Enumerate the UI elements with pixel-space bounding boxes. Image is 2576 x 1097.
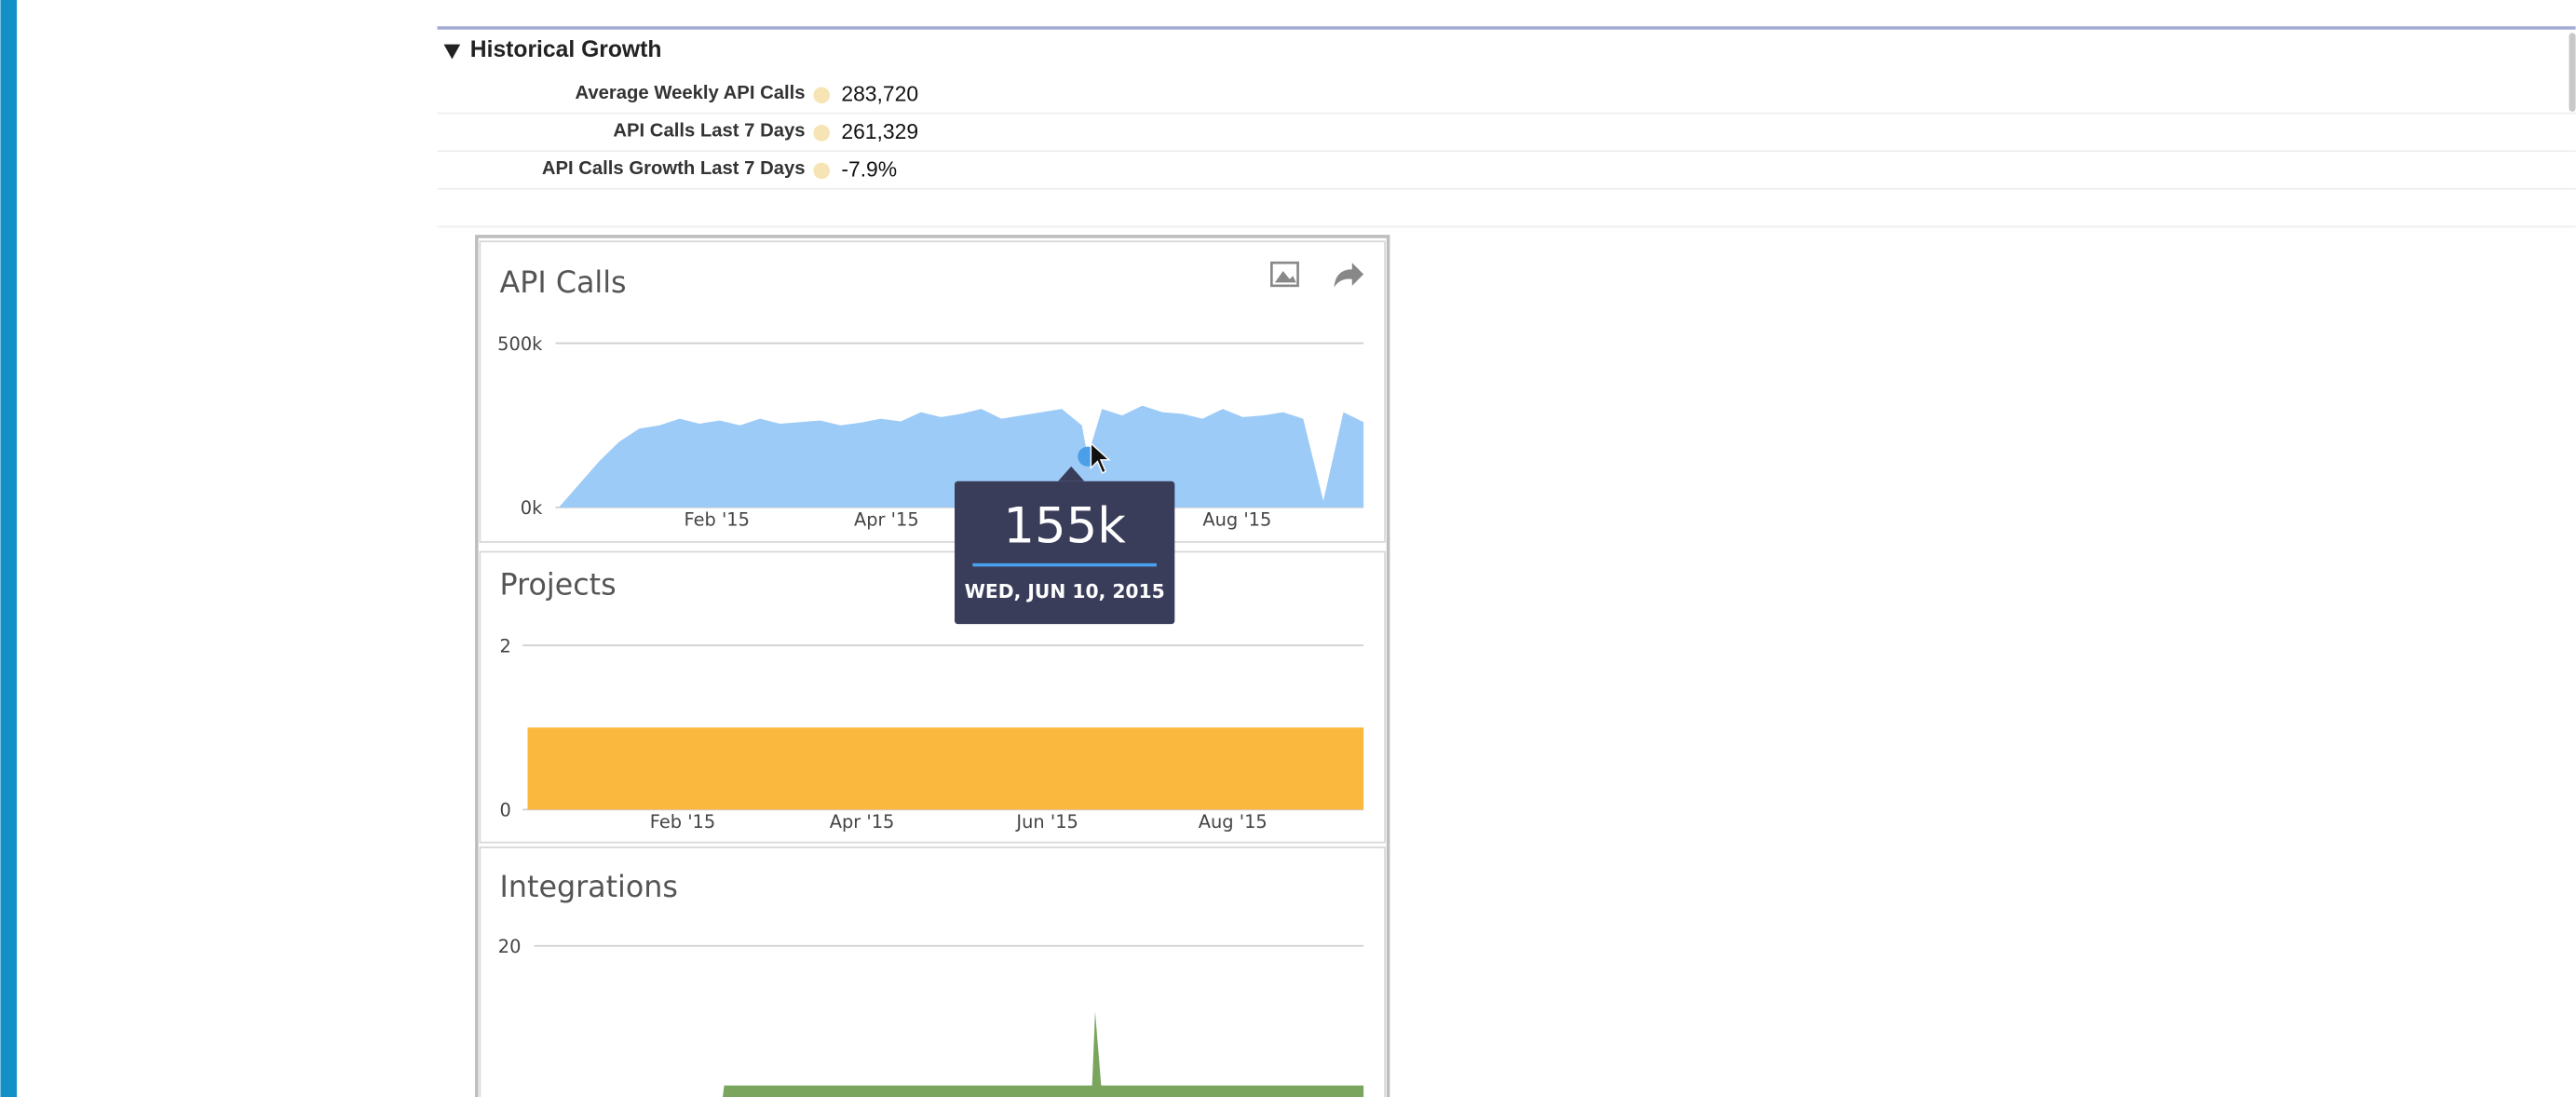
y-tick-label: 2 bbox=[500, 635, 511, 657]
area bbox=[723, 1011, 1364, 1097]
x-tick-label: Jun '15 bbox=[1015, 811, 1078, 833]
scrollbar bbox=[2569, 33, 2576, 112]
x-tick-label: Aug '15 bbox=[1202, 509, 1271, 531]
collapse-toggle[interactable] bbox=[443, 44, 461, 60]
rows: Average Weekly API Calls 283,720 API Cal… bbox=[437, 81, 2576, 228]
side-bar bbox=[0, 0, 18, 1097]
image-icon-frame bbox=[1270, 261, 1299, 288]
row-label: API Calls Growth Last 7 Days bbox=[542, 158, 806, 179]
image-icon-glyph bbox=[1274, 270, 1296, 283]
y-tick-label: 20 bbox=[498, 936, 522, 957]
x-tick-label: Feb '15 bbox=[650, 811, 715, 833]
tooltip-box bbox=[955, 481, 1175, 625]
section-title: Historical Growth bbox=[470, 37, 662, 62]
share-icon[interactable] bbox=[1334, 263, 1364, 288]
chart-card bbox=[479, 240, 1386, 543]
row-value: 283,720 bbox=[841, 81, 918, 105]
chart-card bbox=[479, 550, 1386, 844]
row-label: Average Weekly API Calls bbox=[575, 83, 805, 103]
x-tick-label: Apr '15 bbox=[854, 509, 919, 531]
x-tick-label: Apr '15 bbox=[830, 811, 895, 833]
charts: API Calls 0k 500k Feb '15 Apr '15 Aug '15 Proj… bbox=[497, 266, 1364, 1097]
chart-title: API Calls bbox=[500, 266, 627, 300]
chart-title: Projects bbox=[500, 569, 617, 603]
row-label: API Calls Last 7 Days bbox=[613, 120, 805, 141]
area bbox=[527, 727, 1364, 810]
help-icon[interactable] bbox=[813, 162, 830, 180]
tooltip-arrow bbox=[1058, 466, 1085, 481]
charts-panel bbox=[475, 235, 1390, 1097]
y-tick-label: 500k bbox=[497, 333, 543, 355]
chart-title: Integrations bbox=[500, 871, 678, 904]
x-tick-label: Aug '15 bbox=[1199, 811, 1268, 833]
chart-card bbox=[479, 846, 1386, 1097]
y-tick-label: 0k bbox=[521, 497, 543, 519]
help-icon[interactable] bbox=[813, 125, 830, 142]
image-icon[interactable] bbox=[1270, 261, 1299, 288]
tooltip-date: WED, JUN 10, 2015 bbox=[965, 580, 1165, 603]
row-value: 261,329 bbox=[841, 119, 918, 143]
tooltip-value: 155k bbox=[1003, 497, 1126, 554]
x-tick-label: Feb '15 bbox=[685, 509, 750, 531]
mouse-cursor bbox=[1090, 441, 1111, 474]
y-tick-label: 0 bbox=[500, 800, 511, 821]
help-icon[interactable] bbox=[813, 87, 830, 104]
tooltip: 155k WED, JUN 10, 2015 bbox=[955, 466, 1175, 625]
row-value: -7.9% bbox=[841, 156, 897, 181]
